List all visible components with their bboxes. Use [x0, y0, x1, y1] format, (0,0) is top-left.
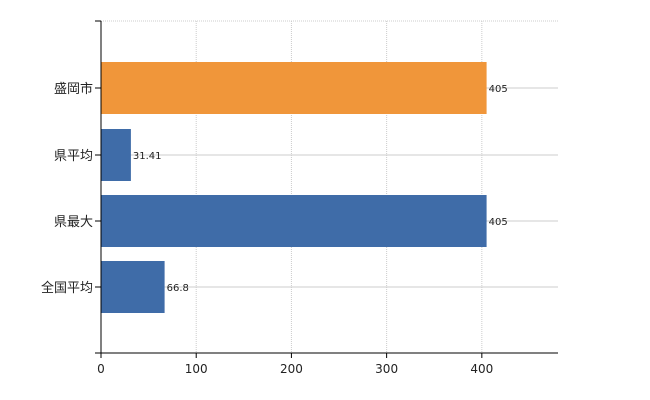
x-tick-label-2: 200 [280, 362, 303, 376]
x-tick-label-4: 400 [470, 362, 493, 376]
category-label-1: 県平均 [54, 149, 93, 164]
x-tick-label-3: 300 [375, 362, 398, 376]
bar-2 [101, 195, 487, 247]
data-label-3: 66.8 [167, 283, 189, 294]
x-tick-label-1: 100 [185, 362, 208, 376]
bar-1 [101, 129, 131, 181]
data-label-2: 405 [489, 217, 508, 228]
data-label-1: 31.41 [133, 151, 162, 162]
category-label-0: 盛岡市 [54, 81, 93, 97]
bar-3 [101, 261, 165, 313]
bar-0 [101, 62, 487, 114]
category-label-3: 全国平均 [41, 280, 93, 296]
data-label-0: 405 [489, 84, 508, 95]
category-label-2: 県最大 [54, 215, 93, 230]
x-tick-label-0: 0 [97, 362, 105, 376]
